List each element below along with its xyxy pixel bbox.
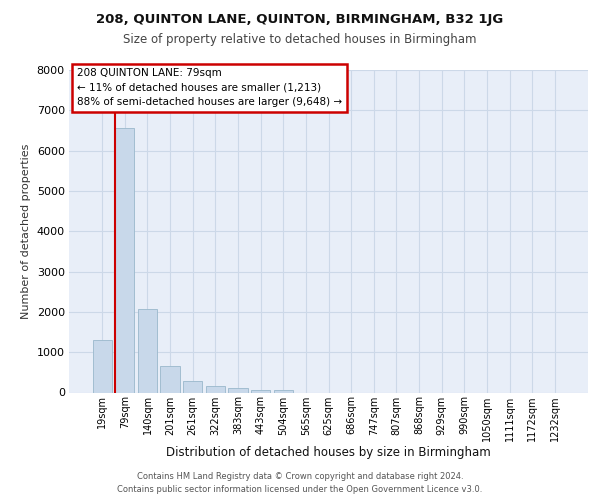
Text: 208 QUINTON LANE: 79sqm
← 11% of detached houses are smaller (1,213)
88% of semi: 208 QUINTON LANE: 79sqm ← 11% of detache… <box>77 68 342 107</box>
Bar <box>138 308 157 392</box>
Bar <box>92 340 112 392</box>
Text: Size of property relative to detached houses in Birmingham: Size of property relative to detached ho… <box>123 32 477 46</box>
Bar <box>251 390 270 392</box>
Bar <box>274 390 293 392</box>
Bar <box>206 386 225 392</box>
X-axis label: Distribution of detached houses by size in Birmingham: Distribution of detached houses by size … <box>166 446 491 460</box>
Text: Contains HM Land Registry data © Crown copyright and database right 2024.
Contai: Contains HM Land Registry data © Crown c… <box>118 472 482 494</box>
Text: 208, QUINTON LANE, QUINTON, BIRMINGHAM, B32 1JG: 208, QUINTON LANE, QUINTON, BIRMINGHAM, … <box>97 12 503 26</box>
Bar <box>229 388 248 392</box>
Bar <box>160 366 180 392</box>
Bar <box>183 381 202 392</box>
Bar <box>115 128 134 392</box>
Y-axis label: Number of detached properties: Number of detached properties <box>21 144 31 319</box>
